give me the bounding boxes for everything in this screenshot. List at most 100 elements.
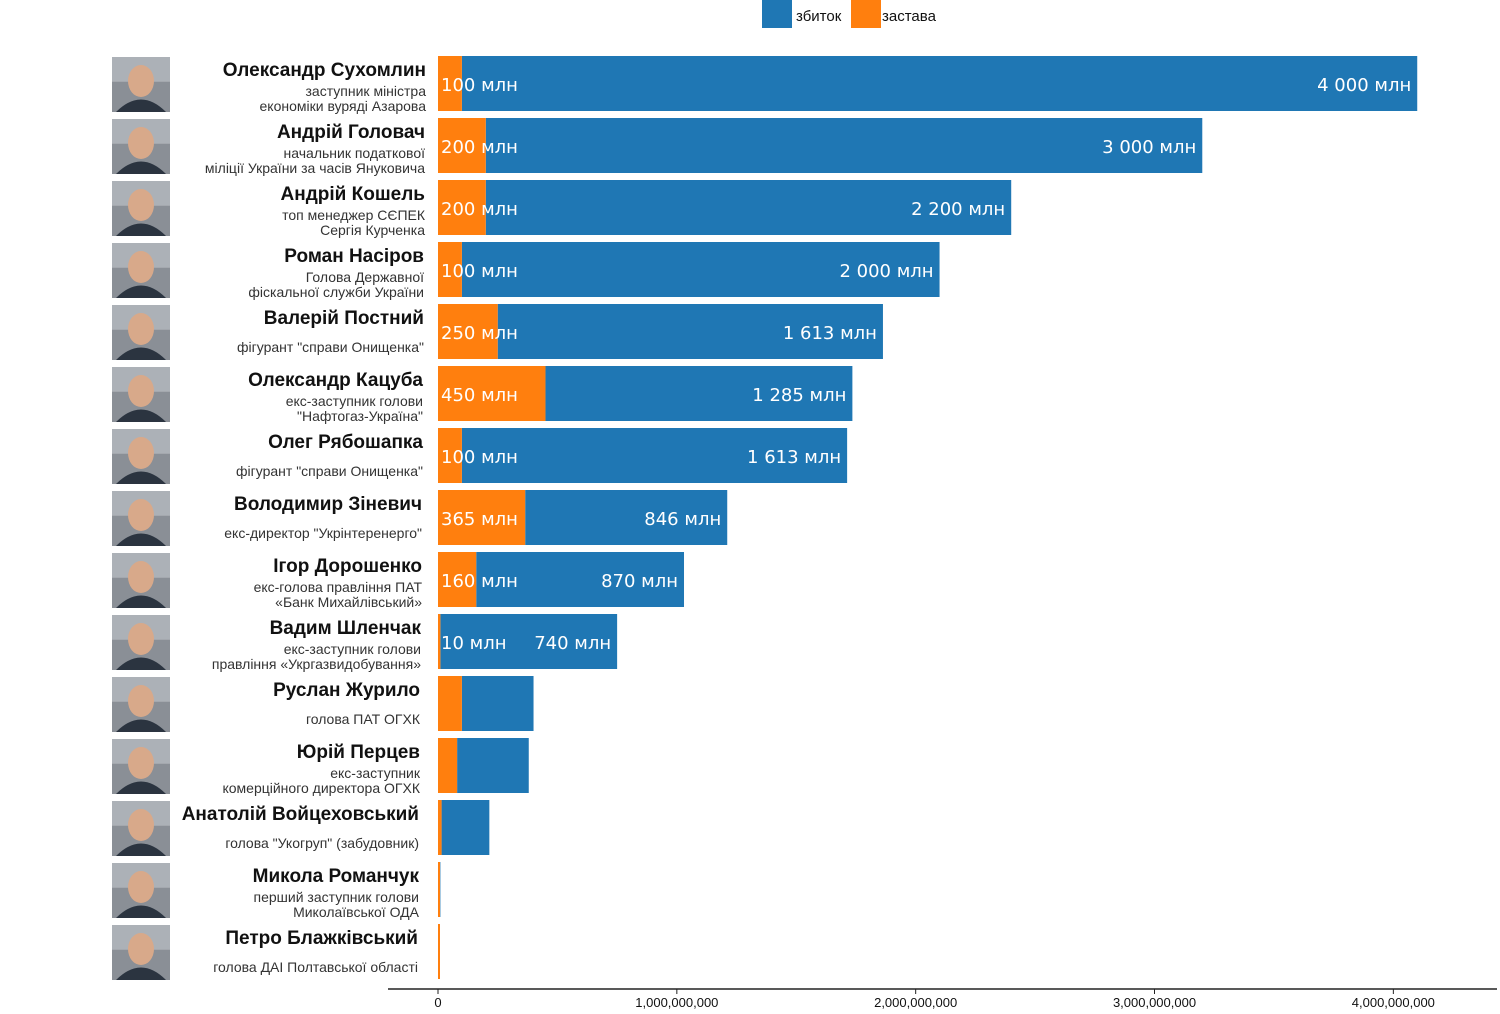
portrait-face — [128, 871, 154, 903]
portrait-shoulders — [116, 719, 166, 732]
row-4: Валерій Постний фігурант "справи Онищенка… — [112, 304, 883, 360]
bar-bail — [438, 242, 462, 297]
bar-loss-label: 1 285 млн — [752, 385, 846, 406]
row-13: Микола Романчук перший заступник головиМи… — [112, 862, 441, 920]
row-5: Олександр Кацуба екс-заступник голови"Наф… — [112, 366, 853, 424]
portrait-face — [128, 65, 154, 97]
bar-bail-label: 100 млн — [441, 261, 518, 282]
person-name: Вадим Шленчак — [270, 618, 422, 639]
portrait-face — [128, 313, 154, 345]
person-name: Валерій Постний — [264, 308, 424, 329]
portrait-face — [128, 933, 154, 965]
portrait-face — [128, 437, 154, 469]
bar-bail — [438, 56, 462, 111]
bar-bail — [438, 862, 440, 917]
x-axis: 0 1,000,000,000 2,000,000,000 3,000,000,000… — [388, 988, 1497, 1010]
bar-bail-label: 200 млн — [441, 137, 518, 158]
person-desc-line-0: топ менеджер СЄПЕК — [282, 207, 426, 223]
bar-bail-label: 160 млн — [441, 571, 518, 592]
bar-bail — [438, 490, 526, 545]
person-desc-line-1: міліції України за часів Януковича — [205, 160, 425, 176]
x-tick-label-1: 1,000,000,000 — [635, 995, 718, 1010]
person-name: Олег Рябошапка — [268, 432, 423, 453]
bar-bail — [438, 800, 442, 855]
portrait-shoulders — [116, 409, 166, 422]
person-name: Руслан Журило — [273, 680, 420, 701]
person-desc-line-1: правління «Укргазвидобування» — [212, 656, 421, 672]
bar-loss-label: 1 613 млн — [747, 447, 841, 468]
bar-bail-label: 100 млн — [441, 75, 518, 96]
bar-loss — [461, 242, 940, 297]
person-desc-line-1: Миколаївської ОДА — [293, 904, 420, 920]
person-desc-line-0: екс-заступник — [330, 765, 421, 781]
row-7: Володимир Зіневич екс-директор "Укрінтере… — [112, 490, 728, 546]
person-desc-line-0: фігурант "справи Онищенка" — [237, 339, 424, 355]
portrait-face — [128, 375, 154, 407]
legend-swatch-1 — [851, 0, 881, 28]
legend-label-0: збиток — [796, 8, 842, 25]
bar-loss — [545, 366, 853, 421]
bar-loss — [441, 800, 490, 855]
bar-bail — [438, 428, 462, 483]
portrait-face — [128, 685, 154, 717]
person-desc-line-0: голова "Укогруп" (забудовник) — [225, 835, 419, 851]
x-tick-label-0: 0 — [434, 995, 441, 1010]
row-1: Андрій Головач начальник податковоїміліці… — [112, 118, 1203, 176]
portrait-shoulders — [116, 223, 166, 236]
bar-loss-label: 3 000 млн — [1102, 137, 1196, 158]
row-10: Руслан Журило голова ПАТ ОГХК — [112, 676, 534, 732]
portrait-shoulders — [116, 285, 166, 298]
bar-bail — [438, 552, 477, 607]
person-desc-line-0: екс-заступник голови — [284, 641, 421, 657]
bar-loss — [476, 552, 685, 607]
portrait-shoulders — [116, 533, 166, 546]
x-tick-label-2: 2,000,000,000 — [874, 995, 957, 1010]
chart-rows: Олександр Сухомлин заступник міністраекон… — [112, 56, 1418, 980]
bar-bail — [438, 118, 486, 173]
person-name: Юрій Перцев — [297, 742, 420, 763]
bar-loss-label: 1 613 млн — [783, 323, 877, 344]
bar-bail-label: 10 млн — [441, 633, 506, 654]
row-3: Роман Насіров Голова Державноїфіскальної … — [112, 242, 940, 300]
person-desc-line-1: комерційного директора ОГХК — [222, 780, 420, 796]
person-name: Олександр Сухомлин — [223, 60, 426, 81]
bar-loss — [497, 304, 883, 359]
person-name: Петро Блажківський — [225, 928, 418, 949]
legend: збиток застава — [762, 0, 937, 28]
row-6: Олег Рябошапка фігурант "справи Онищенка"… — [112, 428, 848, 484]
portrait-shoulders — [116, 843, 166, 856]
person-name: Андрій Головач — [277, 122, 425, 143]
bar-loss — [461, 428, 848, 483]
legend-label-1: застава — [882, 8, 937, 25]
person-name: Ігор Дорошенко — [273, 556, 422, 577]
bar-loss-label: 2 200 млн — [911, 199, 1005, 220]
bar-loss-label: 4 000 млн — [1317, 75, 1411, 96]
bar-loss-label: 2 000 млн — [839, 261, 933, 282]
portrait-face — [128, 499, 154, 531]
legend-swatch-0 — [762, 0, 792, 28]
bar-bail — [438, 614, 441, 669]
portrait-shoulders — [116, 967, 166, 980]
bar-loss — [461, 676, 534, 731]
bar-bail — [438, 366, 546, 421]
person-desc-line-0: голова ПАТ ОГХК — [306, 711, 421, 727]
person-name: Андрій Кошель — [281, 184, 425, 205]
portrait-shoulders — [116, 905, 166, 918]
person-desc-line-0: перший заступник голови — [254, 889, 419, 905]
bar-bail-label: 250 млн — [441, 323, 518, 344]
portrait-shoulders — [116, 657, 166, 670]
bar-loss — [461, 56, 1418, 111]
bar-bail-label: 450 млн — [441, 385, 518, 406]
bar-bail-label: 100 млн — [441, 447, 518, 468]
bar-bail — [438, 304, 498, 359]
x-tick-label-4: 4,000,000,000 — [1352, 995, 1435, 1010]
person-desc-line-1: «Банк Михайлівський» — [275, 594, 422, 610]
bar-loss — [485, 118, 1203, 173]
person-desc-line-0: фігурант "справи Онищенка" — [236, 463, 423, 479]
person-name: Микола Романчук — [253, 866, 420, 887]
portrait-face — [128, 127, 154, 159]
portrait-shoulders — [116, 347, 166, 360]
person-name: Роман Насіров — [284, 246, 424, 267]
